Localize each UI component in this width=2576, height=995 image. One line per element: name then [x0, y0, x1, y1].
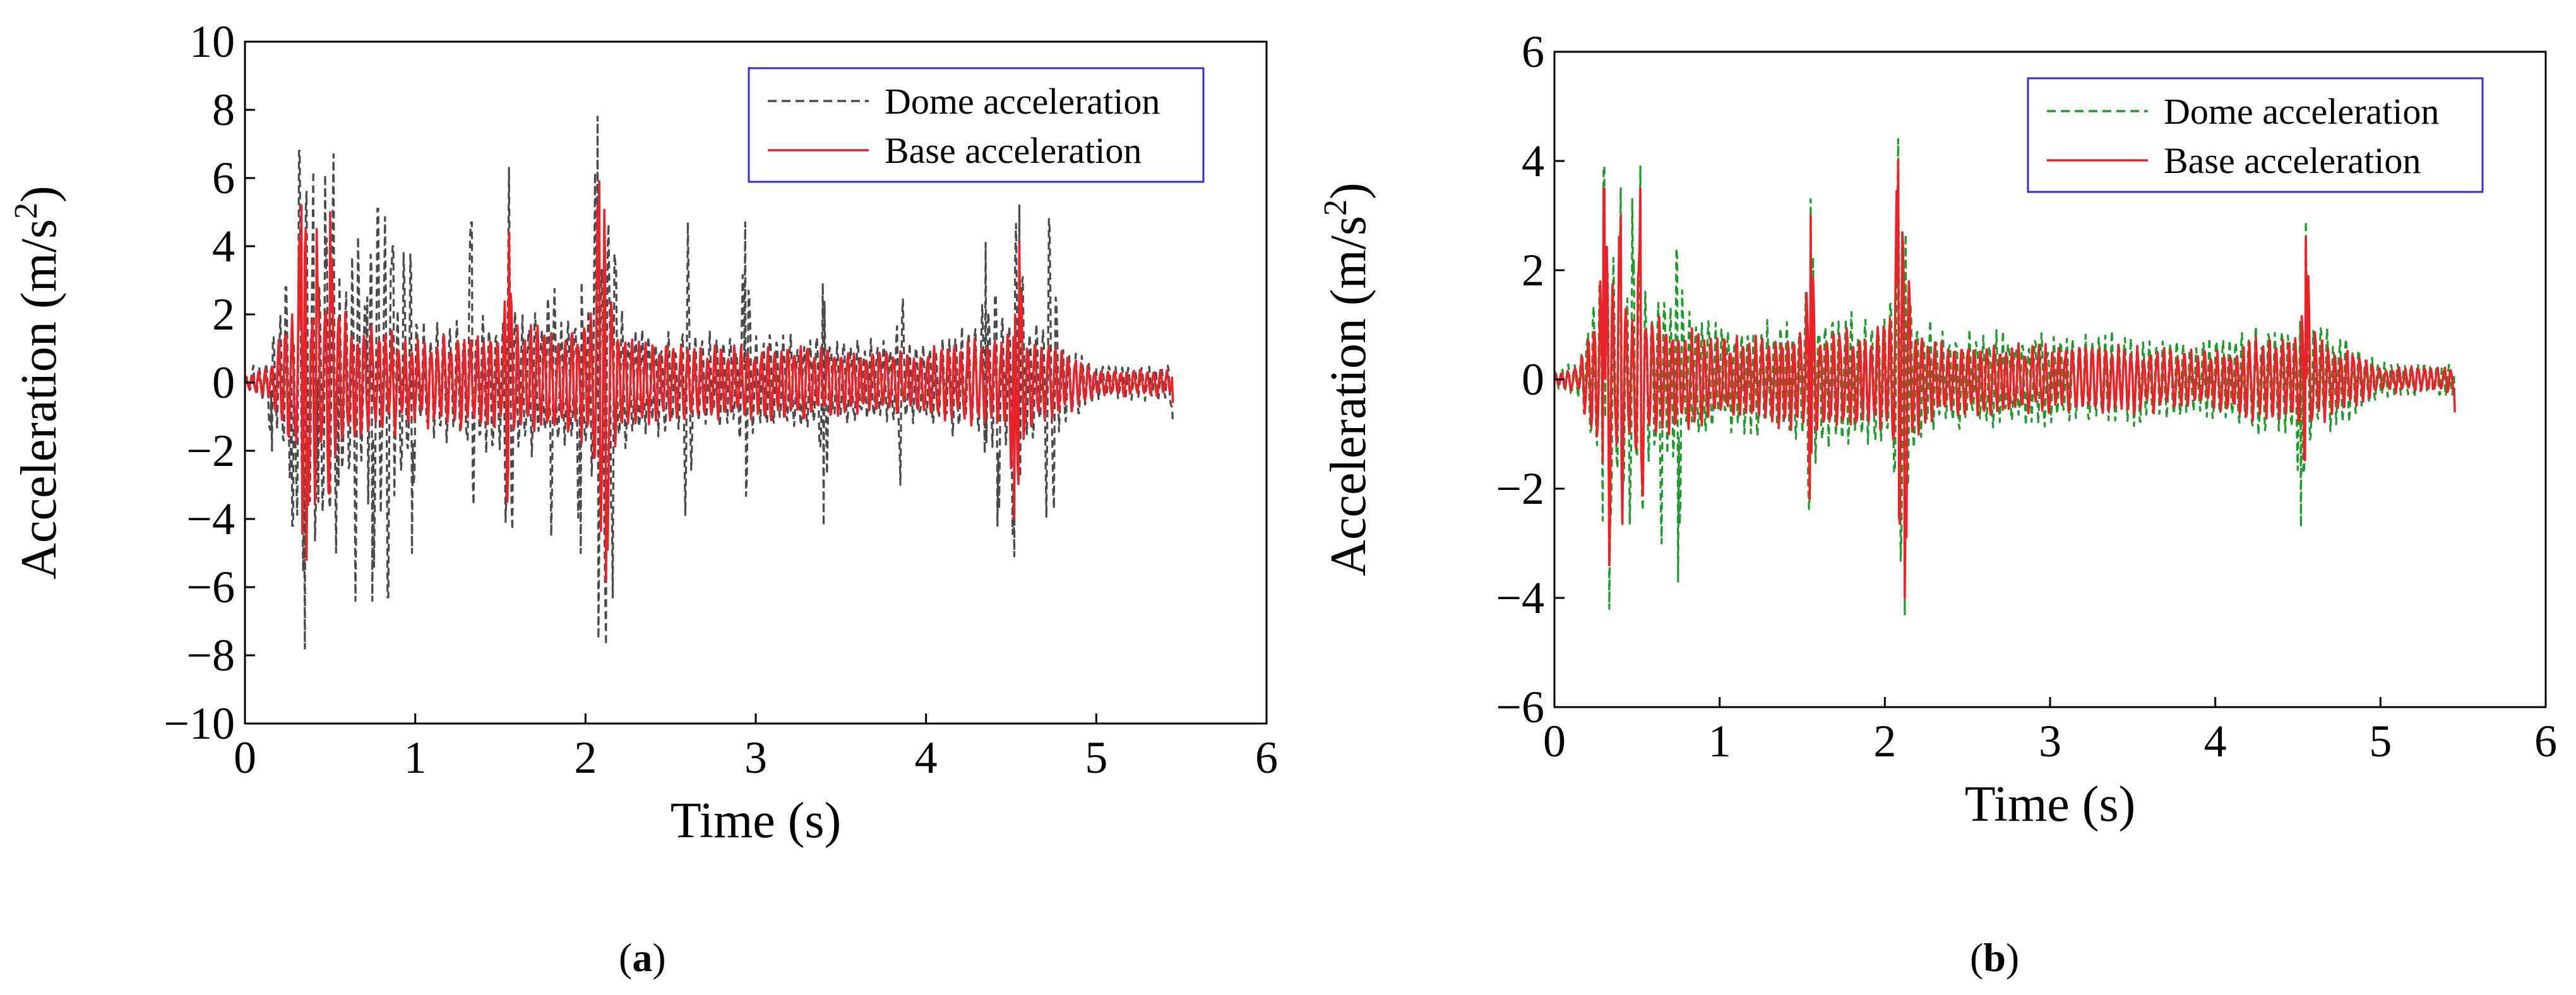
legend-label: Base acceleration [2164, 140, 2421, 181]
legend-label: Dome acceleration [885, 81, 1160, 122]
x-tick-label: 3 [2039, 716, 2061, 766]
y-tick-label: −10 [164, 698, 235, 749]
y-tick-label: 6 [212, 153, 235, 203]
y-tick-label: −4 [1496, 573, 1544, 623]
x-tick-label: 4 [2204, 716, 2227, 766]
legend-label: Base acceleration [885, 130, 1142, 171]
legend-label: Dome acceleration [2164, 91, 2439, 132]
y-axis-label-sup: 2 [1318, 200, 1354, 216]
y-tick-label: −2 [186, 426, 235, 476]
caption-b: (b) [1970, 935, 2020, 980]
y-tick-label: −8 [186, 630, 235, 681]
y-axis-label-sup: 2 [8, 203, 44, 219]
series-line-base-acceleration [1554, 160, 2456, 599]
y-tick-label: 0 [212, 357, 235, 408]
caption-a: (a) [619, 935, 666, 980]
series-line-base-acceleration [245, 180, 1174, 581]
x-axis-label: Time (s) [671, 793, 841, 849]
y-tick-label: 6 [1522, 27, 1544, 77]
x-tick-label: 6 [1255, 732, 1278, 783]
y-tick-label: 2 [212, 289, 235, 340]
y-axis-label: Acceleration (m/s2) [1318, 182, 1376, 576]
y-tick-label: −4 [186, 494, 235, 544]
x-tick-label: 2 [1873, 716, 1896, 766]
x-tick-label: 5 [2369, 716, 2392, 766]
y-axis-label-text: Acceleration (m/s [1321, 216, 1376, 576]
y-tick-label: −6 [1496, 682, 1544, 732]
x-tick-label: 5 [1085, 732, 1107, 783]
chart-b: 0 1 2 3 4 5 6 −6 −4 −2 0 2 4 6 Time (s) Acceleration (m… [1318, 27, 2557, 832]
y-tick-label: 4 [1522, 136, 1544, 186]
legend-box [2027, 77, 2484, 193]
y-axis-label: Acceleration (m/s2) [8, 186, 67, 580]
x-tick-label: 1 [404, 732, 427, 783]
legend-box [748, 67, 1205, 183]
y-tick-label: −6 [186, 562, 235, 612]
x-tick-label: 1 [1708, 716, 1731, 766]
x-tick-label: 3 [744, 732, 767, 783]
y-axis-label-close: ) [1321, 182, 1376, 200]
y-axis-label-close: ) [11, 186, 67, 203]
y-tick-label: 10 [189, 16, 235, 67]
x-axis-label: Time (s) [1965, 777, 2135, 832]
x-tick-label: 0 [234, 732, 256, 783]
x-tick-label: 0 [1543, 716, 1566, 766]
x-tick-label: 2 [574, 732, 597, 783]
chart-a: 0 1 2 3 4 5 6 −10 −8 −6 −4 −2 0 2 4 6 8 10 Time (s) Acceler… [8, 16, 1278, 849]
y-axis-label-text: Acceleration (m/s [11, 219, 67, 580]
y-tick-label: 8 [212, 85, 235, 135]
x-tick-label: 6 [2534, 716, 2557, 766]
y-tick-label: 2 [1522, 245, 1544, 295]
y-tick-label: 4 [212, 221, 235, 271]
y-tick-label: −2 [1496, 463, 1544, 514]
y-tick-label: 0 [1522, 354, 1544, 405]
x-tick-label: 4 [915, 732, 938, 783]
